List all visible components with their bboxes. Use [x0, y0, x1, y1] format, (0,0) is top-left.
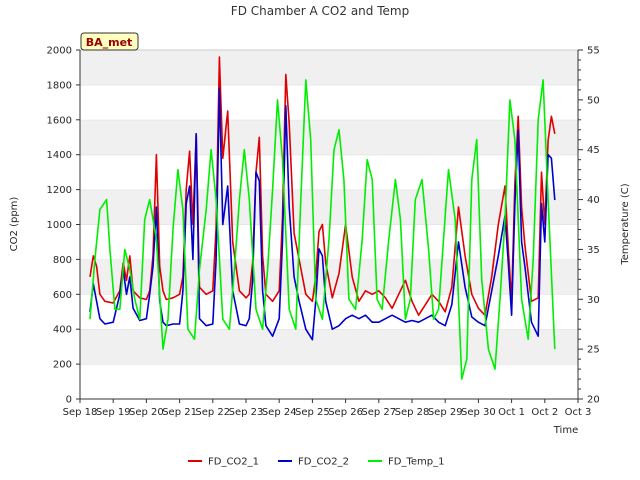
y-tick-label: 1200 — [47, 185, 72, 196]
x-tick-label: Sep 29 — [428, 407, 463, 418]
y-axis-left: 0 200 400 600 800 1000 1200 1400 1600 1800 2000 — [47, 46, 81, 406]
grid-band — [80, 329, 578, 365]
x-tick-label: Oct 2 — [531, 407, 558, 418]
grid-band — [80, 50, 578, 85]
x-tick-label: Sep 22 — [195, 407, 230, 418]
y2-tick-label: 40 — [587, 195, 600, 206]
y-tick-label: 1000 — [47, 220, 72, 231]
x-axis-label: Time — [553, 425, 578, 436]
y2-tick-label: 35 — [587, 245, 600, 256]
y2-tick-label: 25 — [587, 345, 600, 356]
y-tick-label: 1400 — [47, 150, 72, 161]
y-tick-label: 0 — [66, 395, 72, 406]
y-tick-label: 800 — [53, 255, 72, 266]
grid-band — [80, 154, 578, 190]
station-badge: BA_met — [80, 32, 139, 51]
y2-tick-label: 50 — [587, 95, 600, 106]
y-tick-label: 200 — [53, 360, 72, 371]
y-tick-label: 2000 — [47, 46, 72, 57]
x-tick-label: Sep 18 — [63, 407, 98, 418]
series-lines — [89, 56, 556, 380]
x-tick-label: Sep 21 — [162, 407, 197, 418]
grid-band — [80, 294, 578, 330]
x-tick-label: Oct 1 — [498, 407, 525, 418]
x-tick-label: Sep 19 — [96, 407, 131, 418]
x-tick-label: Sep 30 — [461, 407, 496, 418]
y-tick-label: 600 — [53, 290, 72, 301]
x-tick-label: Sep 20 — [129, 407, 164, 418]
series-line-fd-temp-1 — [89, 79, 556, 380]
grid-band — [80, 84, 578, 120]
x-tick-label: Sep 27 — [361, 407, 396, 418]
x-tick-label: Oct 3 — [565, 407, 592, 418]
legend-label: FD_CO2_2 — [298, 457, 349, 468]
y-tick-label: 1600 — [47, 115, 72, 126]
y-axis-right: 20 25 30 35 40 45 50 55 — [577, 46, 600, 406]
y2-tick-label: 30 — [587, 295, 600, 306]
legend-label: FD_CO2_1 — [208, 457, 259, 468]
x-tick-label: Sep 23 — [229, 407, 264, 418]
x-tick-label: Sep 25 — [295, 407, 330, 418]
x-tick-label: Sep 28 — [395, 407, 430, 418]
grid-band — [80, 119, 578, 155]
y-axis-label: CO2 (ppm) — [9, 197, 20, 252]
y-tick-label: 1800 — [47, 80, 72, 91]
x-tick-label: Sep 26 — [328, 407, 363, 418]
badge-box — [80, 32, 139, 51]
y2-axis-label: Temperature (C) — [620, 183, 631, 265]
legend-label: FD_Temp_1 — [388, 457, 444, 468]
y2-tick-label: 55 — [587, 46, 600, 57]
grid-band — [80, 189, 578, 225]
grid-band — [80, 364, 578, 399]
y2-tick-label: 20 — [587, 395, 600, 406]
series-line-fd-co2-1 — [89, 56, 556, 317]
chart-title: FD Chamber A CO2 and Temp — [231, 4, 409, 18]
y-tick-label: 400 — [53, 325, 72, 336]
legend: FD_CO2_1 FD_CO2_2 FD_Temp_1 — [188, 457, 444, 468]
y2-tick-label: 45 — [587, 145, 600, 156]
x-tick-label: Sep 24 — [262, 407, 297, 418]
badge-label: BA_met — [86, 36, 133, 49]
